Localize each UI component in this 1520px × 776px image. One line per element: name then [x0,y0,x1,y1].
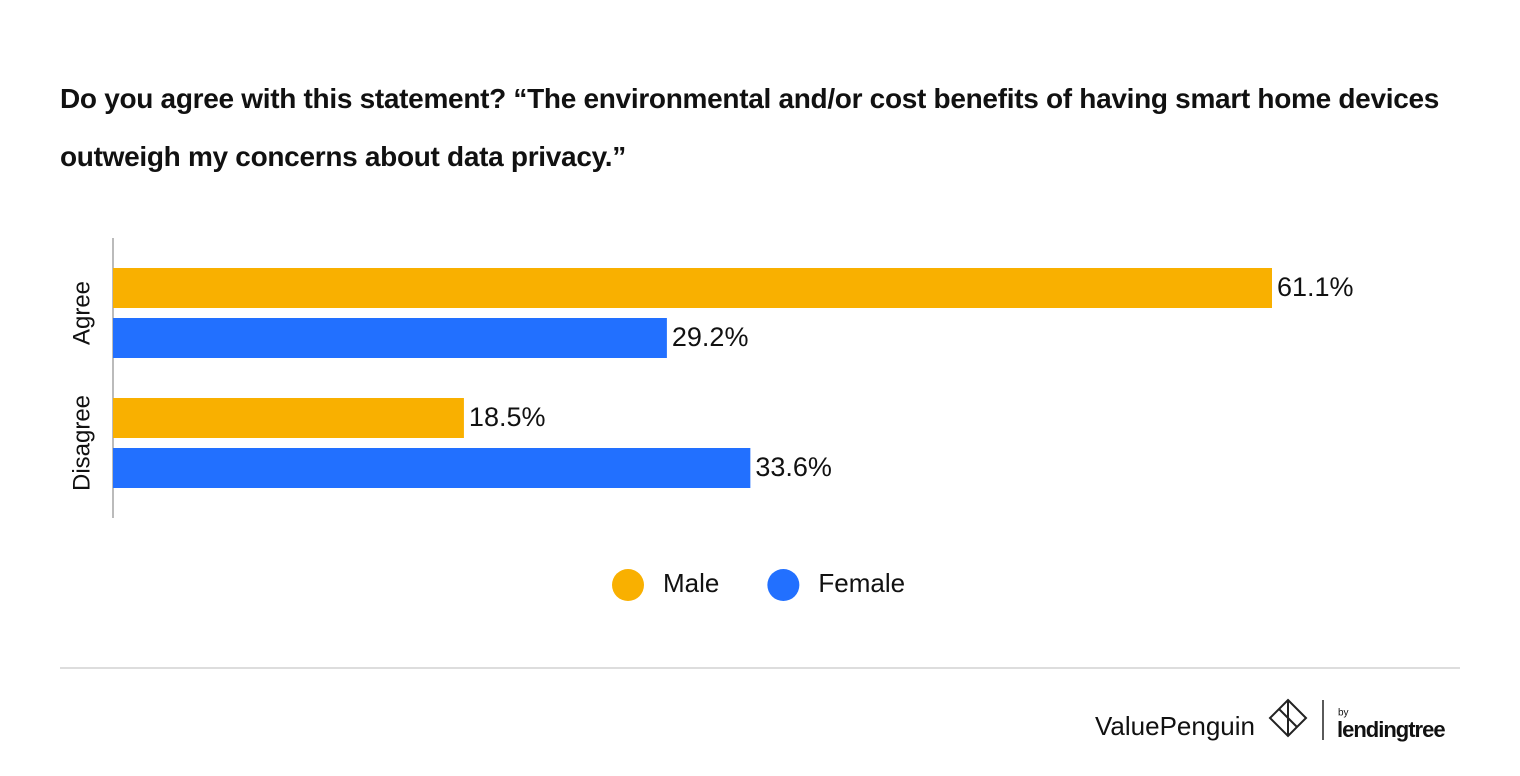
value-label: 18.5% [469,402,546,432]
category-label: Disagree [68,395,95,491]
category-label: Agree [68,281,95,345]
legend-label: Male [663,568,719,598]
bar [113,448,751,488]
bar [113,268,1272,308]
bar [113,398,464,438]
chart-title: Do you agree with this statement? “The e… [60,83,1440,172]
legend-swatch [612,569,644,601]
bar [113,318,667,358]
value-label: 29.2% [672,322,749,352]
legend-label: Female [818,568,905,598]
value-label: 33.6% [755,452,832,482]
brand-icon [1268,698,1308,738]
legend-swatch [767,569,800,601]
partner-logo: lendingtree [1337,717,1445,742]
brand-logo: ValuePenguin [1095,711,1255,741]
value-label: 61.1% [1277,272,1354,302]
partner-by: by [1338,708,1349,719]
